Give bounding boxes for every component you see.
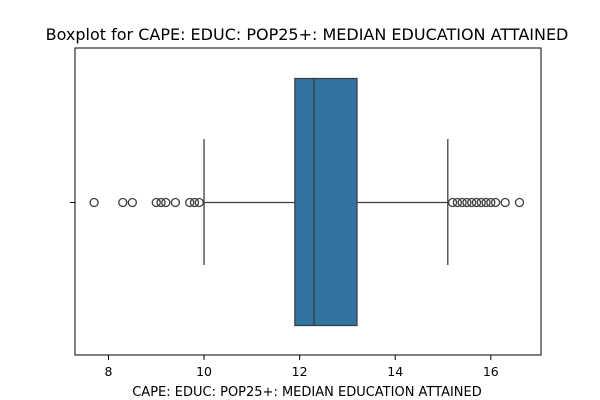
outlier-point [481, 197, 491, 208]
outlier-point [118, 197, 128, 208]
outlier-point [89, 197, 99, 208]
outlier-point [514, 197, 525, 208]
plot-area [89, 77, 525, 327]
outlier-point [471, 197, 482, 208]
outlier-point [500, 197, 510, 208]
x-tick-label: 14 [387, 364, 403, 379]
outlier-point [170, 197, 181, 208]
x-tick-label: 10 [196, 364, 212, 379]
x-axis-label: CAPE: EDUC: POP25+: MEDIAN EDUCATION ATT… [132, 385, 482, 400]
outlier-point [151, 197, 161, 208]
outlier-point [161, 197, 171, 208]
outlier-point [490, 197, 501, 208]
outlier-point [452, 197, 463, 208]
iqr-box [294, 77, 358, 327]
outlier-point [185, 197, 195, 208]
chart-title: Boxplot for CAPE: EDUC: POP25+: MEDIAN E… [46, 25, 569, 44]
x-tick-label: 16 [483, 364, 499, 379]
outlier-point [467, 197, 477, 208]
x-axis-ticks: 8 10 12 14 16 [104, 355, 499, 379]
outlier-point [486, 197, 496, 208]
x-tick-label: 12 [292, 364, 308, 379]
axes-frame [74, 47, 542, 356]
outlier-point [447, 197, 458, 208]
outlier-point [462, 197, 472, 208]
x-tick-label: 8 [104, 364, 112, 379]
outlier-point [156, 197, 166, 208]
outlier-point [194, 197, 204, 208]
outlier-point [127, 197, 138, 208]
outlier-point [457, 197, 467, 208]
outlier-point [476, 197, 486, 208]
outlier-point [189, 197, 200, 208]
